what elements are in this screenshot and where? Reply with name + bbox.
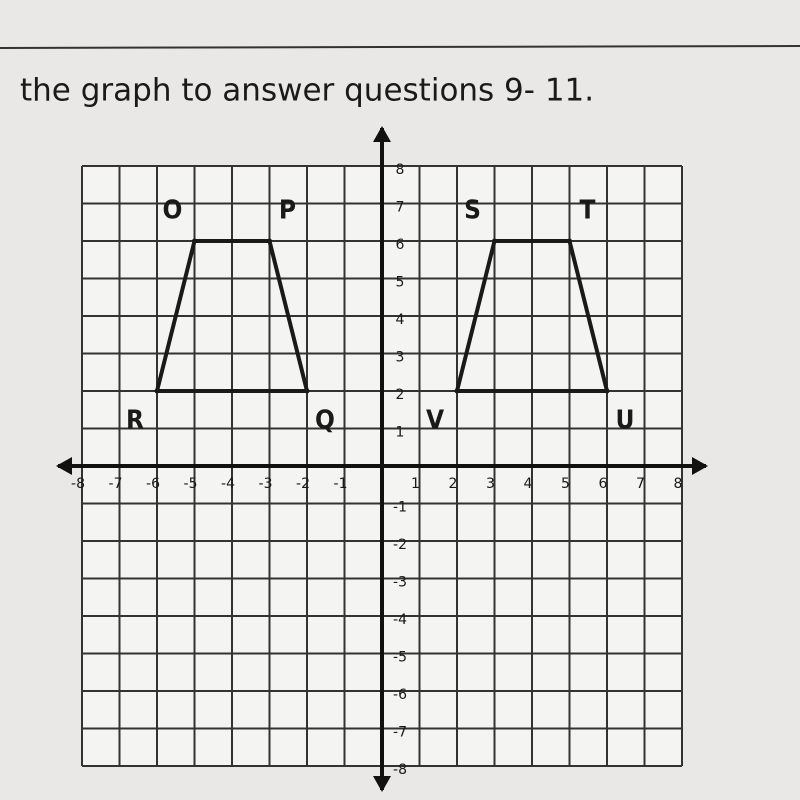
x-tick-label: -1 — [334, 476, 348, 492]
y-tick-label: 1 — [396, 425, 405, 441]
vertex-label: R — [126, 406, 144, 436]
x-tick-label: -5 — [184, 476, 198, 492]
vertex — [267, 238, 272, 244]
vertex-label: O — [163, 196, 183, 226]
x-tick-label: 5 — [561, 476, 570, 492]
x-tick-label: 1 — [411, 476, 420, 492]
x-tick-label: -3 — [259, 476, 273, 492]
y-tick-label: -3 — [393, 575, 407, 591]
x-tick-label: -4 — [221, 476, 235, 492]
vertex-label: U — [616, 406, 635, 436]
vertex — [304, 388, 310, 394]
x-tick-label: -7 — [109, 476, 123, 492]
y-tick-label: 7 — [396, 200, 405, 216]
vertex-label: S — [464, 196, 481, 226]
y-tick-label: 4 — [396, 312, 405, 328]
coordinate-plane: -8 -7 -6 -5 -4 -3 -2 -1 1 2 3 4 5 6 7 8-8-7-6-5-4-3-2-1… — [56, 126, 708, 792]
y-tick-label: -6 — [393, 687, 407, 703]
vertex — [492, 238, 497, 244]
y-tick-label: 3 — [396, 350, 405, 366]
x-tick-label: -6 — [146, 476, 160, 492]
y-tick-label: -5 — [393, 650, 407, 666]
axis-arrow — [56, 457, 72, 475]
y-tick-label: -4 — [393, 612, 407, 628]
x-tick-label: 7 — [636, 476, 645, 492]
y-tick-label: 2 — [396, 387, 405, 403]
heading: the graph to answer questions 9- 11. — [20, 73, 594, 109]
axis-arrow — [373, 776, 391, 792]
vertex-label: T — [580, 196, 596, 226]
vertex — [192, 238, 197, 244]
axis-arrow — [692, 457, 708, 475]
x-tick-label: 2 — [449, 476, 458, 492]
axis-arrow — [373, 126, 391, 142]
y-tick-label: -2 — [393, 537, 407, 553]
vertex-label: V — [426, 406, 444, 436]
x-tick-label: -2 — [296, 476, 310, 492]
vertex — [154, 388, 160, 394]
y-tick-label: 8 — [396, 162, 405, 178]
y-tick-label: -1 — [393, 500, 407, 516]
y-tick-label: 5 — [396, 275, 405, 291]
y-tick-label: -8 — [393, 762, 407, 778]
y-tick-label: -7 — [393, 725, 407, 741]
vertex — [567, 238, 572, 244]
vertex — [454, 388, 460, 394]
vertex-label: P — [279, 196, 296, 226]
vertex — [604, 388, 610, 394]
x-tick-label: 3 — [486, 476, 495, 492]
x-tick-label: 8 — [674, 476, 683, 492]
vertex-label: Q — [315, 406, 335, 436]
x-tick-label: 6 — [599, 476, 608, 492]
x-tick-label: -8 — [71, 476, 85, 492]
x-tick-label: 4 — [524, 476, 533, 492]
y-tick-label: 6 — [396, 237, 405, 253]
rule-line — [0, 45, 800, 49]
